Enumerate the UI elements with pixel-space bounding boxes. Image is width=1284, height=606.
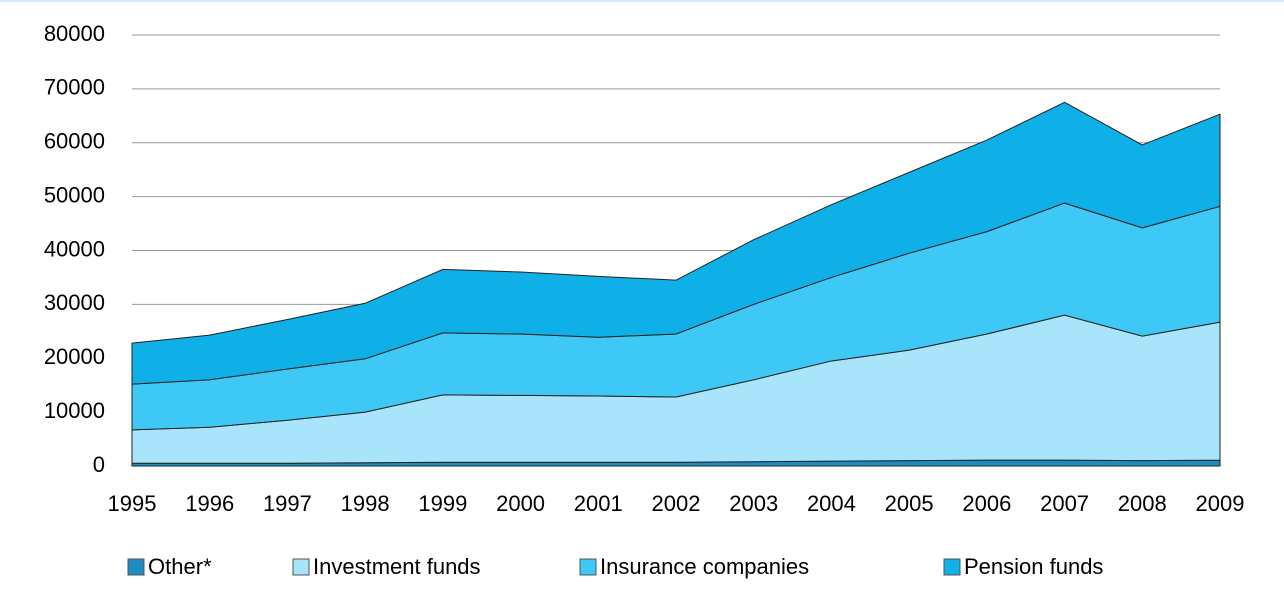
x-tick-label: 1997 xyxy=(263,491,312,516)
legend-swatch xyxy=(579,558,597,576)
legend-label: Investment funds xyxy=(313,554,481,579)
x-tick-label: 1996 xyxy=(185,491,234,516)
areas xyxy=(131,101,1221,467)
y-tick-label: 40000 xyxy=(44,236,105,261)
legend-swatch xyxy=(943,558,961,576)
x-tick-label: 2002 xyxy=(652,491,701,516)
legend-swatch xyxy=(292,558,310,576)
y-tick-label: 0 xyxy=(93,452,105,477)
x-tick-label: 2006 xyxy=(962,491,1011,516)
y-tick-label: 30000 xyxy=(44,290,105,315)
x-tick-label: 2004 xyxy=(807,491,856,516)
legend-swatch xyxy=(127,558,145,576)
x-tick-label: 1995 xyxy=(108,491,157,516)
x-tick-label: 2005 xyxy=(885,491,934,516)
x-tick-label: 2009 xyxy=(1196,491,1245,516)
x-tick-label: 2000 xyxy=(496,491,545,516)
y-tick-label: 80000 xyxy=(44,21,105,46)
x-tick-label: 2001 xyxy=(574,491,623,516)
y-tick-label: 50000 xyxy=(44,182,105,207)
legend-label: Pension funds xyxy=(964,554,1103,579)
x-tick-label: 1999 xyxy=(418,491,467,516)
y-tick-label: 20000 xyxy=(44,344,105,369)
legend-label: Insurance companies xyxy=(600,554,809,579)
y-tick-label: 10000 xyxy=(44,398,105,423)
y-tick-label: 70000 xyxy=(44,75,105,100)
x-tick-label: 1998 xyxy=(341,491,390,516)
y-tick-label: 60000 xyxy=(44,129,105,154)
legend-label: Other* xyxy=(148,554,212,579)
labels: 0 10000 20000 30000 40000 50000 60000 70000 8000… xyxy=(44,21,1245,579)
x-tick-label: 2003 xyxy=(729,491,778,516)
area xyxy=(131,101,1221,385)
x-tick-label: 2007 xyxy=(1040,491,1089,516)
x-tick-label: 2008 xyxy=(1118,491,1167,516)
